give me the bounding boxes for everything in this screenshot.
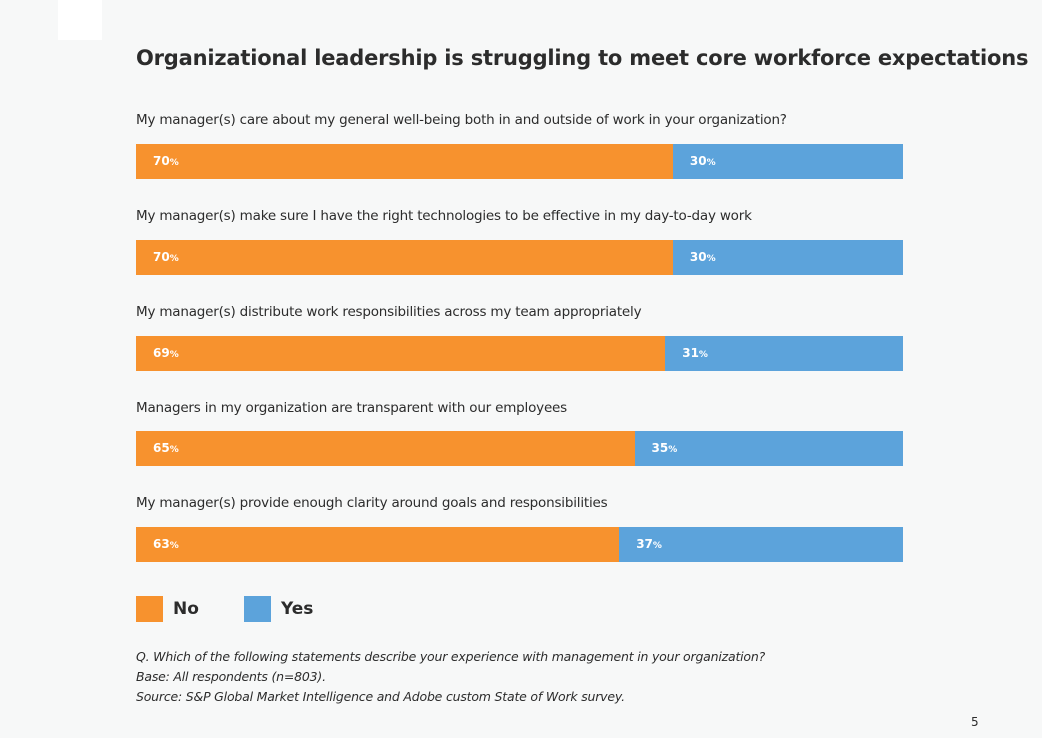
stacked-bar-chart: My manager(s) care about my general well… xyxy=(136,0,903,600)
data-label-unit: % xyxy=(169,350,179,360)
data-label-value: 63 xyxy=(153,537,170,551)
data-label-yes: 31% xyxy=(665,336,708,373)
bar-segment-no xyxy=(136,527,620,562)
data-label-yes: 30% xyxy=(673,144,716,181)
data-label-value: 30 xyxy=(689,250,707,264)
logo-placeholder xyxy=(58,0,102,40)
stacked-bar: 69% 31% xyxy=(136,336,903,371)
footnote-base: Base: All respondents (n=803). xyxy=(136,669,326,684)
data-label-value: 69 xyxy=(153,346,170,360)
bar-segment-no xyxy=(136,144,673,179)
data-label-value: 30 xyxy=(689,154,707,168)
data-label-unit: % xyxy=(706,254,716,264)
category-label: Managers in my organization are transpar… xyxy=(136,400,567,416)
data-label-unit: % xyxy=(668,445,678,455)
bar-segment-yes xyxy=(619,527,903,562)
data-label-no: 70% xyxy=(136,240,179,277)
data-label-unit: % xyxy=(652,541,662,551)
bar-segment-yes xyxy=(665,336,903,371)
data-label-no: 69% xyxy=(136,336,179,373)
bar-segment-no xyxy=(136,240,673,275)
data-label-no: 63% xyxy=(136,527,179,564)
bar-segment-yes xyxy=(634,431,903,466)
footnote-question: Q. Which of the following statements des… xyxy=(136,649,766,664)
category-label: My manager(s) care about my general well… xyxy=(136,112,787,128)
data-label-no: 70% xyxy=(136,144,179,181)
page-number: 5 xyxy=(971,715,979,729)
legend-label-no: No xyxy=(173,599,199,619)
bar-segment-yes xyxy=(672,240,903,275)
data-label-yes: 35% xyxy=(635,431,678,468)
data-label-unit: % xyxy=(698,350,708,360)
data-label-value: 70 xyxy=(153,250,170,264)
data-label-no: 65% xyxy=(136,431,179,468)
stacked-bar: 70% 30% xyxy=(136,240,903,275)
data-label-value: 65 xyxy=(153,441,170,455)
data-label-yes: 30% xyxy=(673,240,716,277)
category-label: My manager(s) provide enough clarity aro… xyxy=(136,495,608,511)
data-label-unit: % xyxy=(169,445,179,455)
data-label-unit: % xyxy=(169,254,179,264)
data-label-value: 35 xyxy=(651,441,669,455)
bar-segment-no xyxy=(136,431,635,466)
legend-label-yes: Yes xyxy=(281,599,314,619)
data-label-value: 31 xyxy=(682,346,699,360)
bar-segment-yes xyxy=(672,144,903,179)
page-title: Organizational leadership is struggling … xyxy=(136,46,1029,70)
data-label-yes: 37% xyxy=(619,527,662,564)
data-label-value: 37 xyxy=(636,537,653,551)
stacked-bar: 63% 37% xyxy=(136,527,903,562)
data-label-unit: % xyxy=(706,158,716,168)
data-label-unit: % xyxy=(169,158,179,168)
bar-segment-no xyxy=(136,336,666,371)
data-label-unit: % xyxy=(169,541,179,551)
stacked-bar: 65% 35% xyxy=(136,431,903,466)
category-label: My manager(s) make sure I have the right… xyxy=(136,208,752,224)
footnote-source: Source: S&P Global Market Intelligence a… xyxy=(136,689,625,704)
category-label: My manager(s) distribute work responsibi… xyxy=(136,304,642,320)
legend-swatch-yes xyxy=(244,596,271,622)
stacked-bar: 70% 30% xyxy=(136,144,903,179)
data-label-value: 70 xyxy=(153,154,170,168)
legend-swatch-no xyxy=(136,596,163,622)
